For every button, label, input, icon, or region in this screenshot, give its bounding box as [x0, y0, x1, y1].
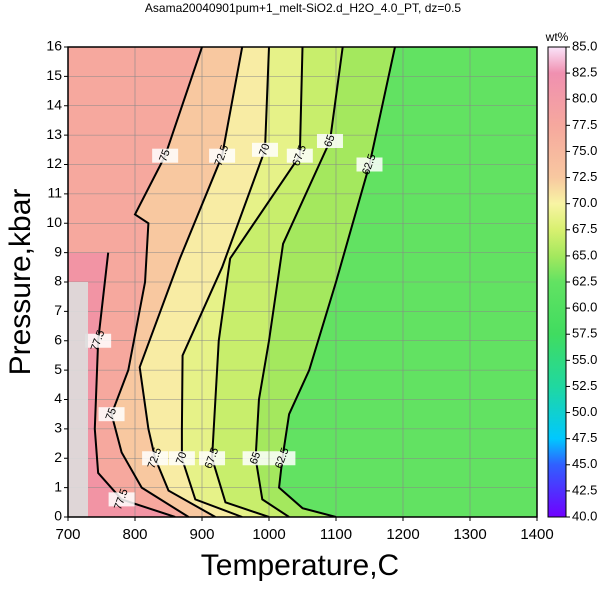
contour-label-bg	[108, 492, 135, 507]
contour-label: 70	[257, 142, 272, 158]
x-tick-label: 900	[189, 526, 214, 543]
y-tick-label: 15	[46, 67, 62, 83]
y-tick-label: 14	[46, 96, 62, 112]
x-tick-label: 800	[122, 526, 147, 543]
contour-line	[254, 47, 344, 517]
contour-label-bg	[316, 134, 343, 148]
colorbar-tick-label: 82.5	[572, 65, 597, 80]
y-tick-label: 8	[54, 273, 62, 289]
y-tick-label: 3	[54, 420, 62, 436]
contour-line	[180, 47, 270, 517]
colorbar-tick-label: 67.5	[572, 221, 597, 236]
contour-label-bg	[168, 451, 195, 466]
x-tick-label: 1100	[320, 526, 352, 543]
overlay: 700 800 900 1000 1100 1200 1300 140001234567891…	[46, 38, 597, 543]
colorbar-tick-label: 45.0	[572, 456, 597, 471]
x-axis-label: Temperature,C	[201, 549, 399, 582]
y-axis-label: Pressure,kbar	[4, 189, 37, 376]
y-tick-label: 12	[46, 155, 62, 171]
colorbar-tick-label: 55.0	[572, 352, 597, 367]
colorbar-tick-label: 57.5	[572, 326, 597, 341]
chart-title: Asama20040901pum+1_melt-SiO2.d_H2O_4.0_P…	[145, 1, 462, 15]
y-tick-label: 9	[54, 243, 62, 259]
plot-area: 62.562.5656567.567.5707072.572.5757577.5…	[68, 47, 537, 517]
x-tick-label: 700	[55, 526, 80, 543]
contour-label-bg	[152, 148, 179, 163]
contour-label-bg	[98, 407, 125, 422]
contour-label: 75	[104, 406, 119, 422]
contour-label-bg	[242, 451, 269, 466]
colorbar-tick-label: 62.5	[572, 273, 597, 288]
contour-label: 75	[157, 148, 172, 164]
colorbar-tick-label: 65.0	[572, 247, 597, 262]
colorbar-tick-label: 52.5	[572, 378, 597, 393]
contour-label-bg	[85, 333, 112, 348]
y-tick-label: 13	[46, 126, 62, 142]
colorbar-tick-label: 47.5	[572, 430, 597, 445]
y-tick-label: 1	[54, 478, 62, 494]
x-tick-label: 1200	[386, 526, 419, 543]
colorbar-tick-label: 40.0	[572, 508, 597, 523]
x-tick-label: 1300	[453, 526, 486, 543]
contour-line	[277, 47, 396, 517]
contour-label-bg	[251, 142, 278, 157]
missing-region	[68, 282, 88, 517]
colorbar-tick-label: 77.5	[572, 117, 597, 132]
colorbar-tick-label: 50.0	[572, 404, 597, 419]
y-tick-label: 11	[47, 185, 62, 201]
contour-label-bg	[209, 148, 236, 163]
y-tick-label: 6	[54, 331, 62, 347]
contour-label: 70	[174, 450, 189, 466]
contour-line	[138, 47, 244, 517]
plot-frame	[67, 46, 538, 518]
colorbar-tick-label: 70.0	[572, 195, 597, 210]
contour-label-bg	[356, 157, 383, 172]
contour-label-bg	[142, 451, 169, 466]
y-tick-label: 10	[46, 214, 62, 230]
contour-band	[68, 252, 176, 517]
contour-label-bg	[286, 148, 313, 163]
contour-label: 65	[248, 450, 263, 466]
colorbar-tick-label: 80.0	[572, 91, 597, 106]
y-tick-label: 0	[54, 508, 62, 524]
y-tick-label: 7	[54, 302, 62, 318]
contour-label-bg	[199, 451, 226, 466]
colorbar-tick-label: 85.0	[572, 38, 597, 53]
colorbar-tick-label: 42.5	[572, 482, 597, 497]
colorbar-tick-label: 72.5	[572, 169, 597, 184]
y-tick-label: 16	[46, 38, 62, 54]
y-tick-label: 5	[54, 361, 62, 377]
x-tick-label: 1000	[252, 526, 285, 543]
contour-line	[110, 47, 203, 517]
colorbar-tick-label: 75.0	[572, 143, 597, 158]
contour-line	[211, 47, 304, 517]
y-tick-label: 2	[54, 449, 62, 465]
contour-label-bg	[269, 451, 296, 466]
contour-label: 65	[322, 133, 337, 149]
y-tick-label: 4	[54, 390, 62, 406]
colorbar	[547, 46, 567, 518]
x-tick-label: 1400	[520, 526, 553, 543]
colorbar-tick-label: 60.0	[572, 300, 597, 315]
colorbar-title: wt%	[545, 30, 569, 44]
